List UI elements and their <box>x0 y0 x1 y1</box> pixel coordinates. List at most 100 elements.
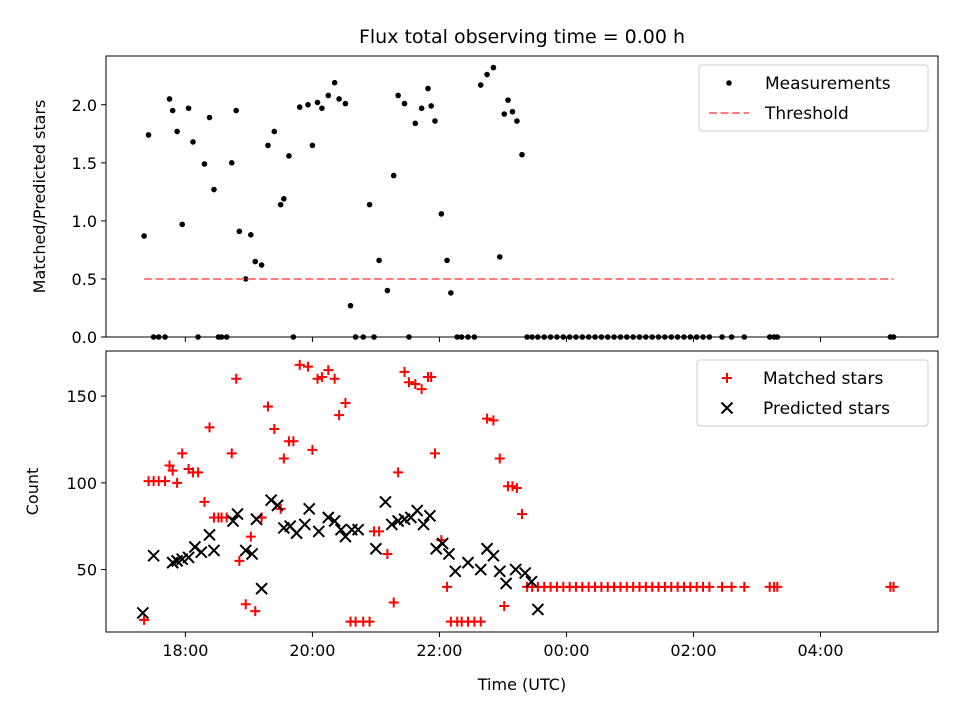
measurement-point <box>166 96 173 102</box>
x-tick-label: 02:00 <box>670 641 716 660</box>
predicted-star-marker <box>231 507 244 521</box>
matched-star-marker <box>334 410 345 421</box>
measurement-point <box>693 334 700 340</box>
measurement-point <box>376 257 382 264</box>
measurement-point <box>623 334 630 340</box>
measurement-point <box>448 290 454 296</box>
matched-star-marker <box>302 361 313 372</box>
predicted-star-marker <box>250 513 263 526</box>
measurement-point <box>766 334 773 340</box>
y-tick-label: 50 <box>77 561 97 580</box>
measurement-point <box>401 100 408 107</box>
matched-star-marker <box>393 467 404 478</box>
x-tick-label: 00:00 <box>543 641 589 660</box>
top-axes: 0.0 0.5 1.0 1.5 2.0 Matched/Predicted stars Me… <box>30 55 939 347</box>
measurement-point <box>223 334 230 340</box>
matched-star-marker <box>739 581 750 592</box>
legend-label: Measurements <box>765 74 891 94</box>
matched-star-marker <box>167 465 178 476</box>
measurement-point <box>305 101 311 108</box>
measurement-point <box>514 118 520 124</box>
measurement-point <box>179 221 186 228</box>
matched-star-marker <box>429 448 440 459</box>
measurement-point <box>454 334 461 340</box>
matched-star-marker <box>316 372 327 383</box>
measurement-point <box>206 114 213 121</box>
predicted-star-marker <box>442 547 456 561</box>
measurement-point <box>519 151 525 158</box>
predicted-star-marker <box>136 606 150 620</box>
matched-star-marker <box>410 378 421 389</box>
matched-star-marker <box>312 373 323 384</box>
measurement-point <box>890 334 897 340</box>
measurement-point <box>425 85 431 92</box>
predicted-star-marker <box>312 525 325 538</box>
measurement-point <box>566 334 573 340</box>
measurement-point <box>524 334 530 340</box>
y-tick-label: 0.5 <box>72 270 97 289</box>
predicted-star-marker <box>487 549 500 562</box>
matched-star-marker <box>717 581 728 592</box>
measurement-point <box>432 118 438 124</box>
predicted-star-marker <box>499 577 513 590</box>
measurement-point <box>700 334 706 340</box>
measurement-point <box>535 334 541 340</box>
measurement-point <box>371 334 377 340</box>
measurement-point <box>342 100 349 107</box>
predicted-star-marker <box>410 504 424 517</box>
measurement-point <box>579 334 586 340</box>
measurement-point <box>662 334 668 340</box>
matched-star-marker <box>323 365 334 376</box>
measurement-point <box>592 334 598 340</box>
matched-star-marker <box>307 444 318 455</box>
measurement-point <box>174 128 180 135</box>
matched-star-marker <box>482 413 493 424</box>
y-axis-label: Matched/Predicted stars <box>30 100 49 294</box>
measurement-point <box>271 128 278 135</box>
predicted-star-marker <box>271 499 284 512</box>
measurement-point <box>428 103 434 109</box>
measurement-point <box>331 79 338 86</box>
predicted-star-marker <box>182 551 195 564</box>
matched-star-marker <box>403 377 414 388</box>
matched-star-marker <box>374 526 385 537</box>
measurement-point <box>162 334 168 340</box>
legend-matched-swatch <box>722 373 732 383</box>
predicted-star-marker <box>328 514 341 528</box>
measurement-point <box>509 108 516 115</box>
predicted-star-marker <box>195 546 208 559</box>
y-tick-label: 2.0 <box>72 96 97 115</box>
predicted-star-marker <box>474 563 487 576</box>
measurement-point <box>636 334 643 340</box>
measurement-point <box>169 107 176 114</box>
matched-star-marker <box>294 359 305 370</box>
measurement-point <box>611 334 617 340</box>
measurement-point <box>336 96 342 102</box>
measurement-point <box>630 334 636 340</box>
matched-star-marker <box>164 460 175 471</box>
predicted-star-marker <box>239 544 252 557</box>
measurement-point <box>258 262 265 268</box>
chart-title: Flux total observing time = 0.00 h <box>359 26 685 48</box>
predicted-star-marker <box>207 544 221 557</box>
x-tick-label: 04:00 <box>797 641 843 660</box>
measurement-point <box>325 92 332 99</box>
measurement-point <box>347 302 354 309</box>
measurement-point <box>141 233 147 239</box>
predicted-star-marker <box>351 523 365 536</box>
measurement-point <box>649 334 655 340</box>
matched-star-marker <box>288 436 299 447</box>
measurement-point <box>352 334 359 340</box>
predicted-star-marker <box>436 537 449 550</box>
x-tick-label: 18:00 <box>162 641 208 660</box>
matched-star-marker <box>399 366 410 377</box>
measurement-point <box>547 334 554 340</box>
matched-star-marker <box>329 373 340 384</box>
measurement-point <box>496 254 503 260</box>
measurement-point <box>706 334 713 340</box>
legend-box <box>698 64 929 132</box>
measurement-point <box>444 257 450 264</box>
measurement-point <box>281 196 287 202</box>
